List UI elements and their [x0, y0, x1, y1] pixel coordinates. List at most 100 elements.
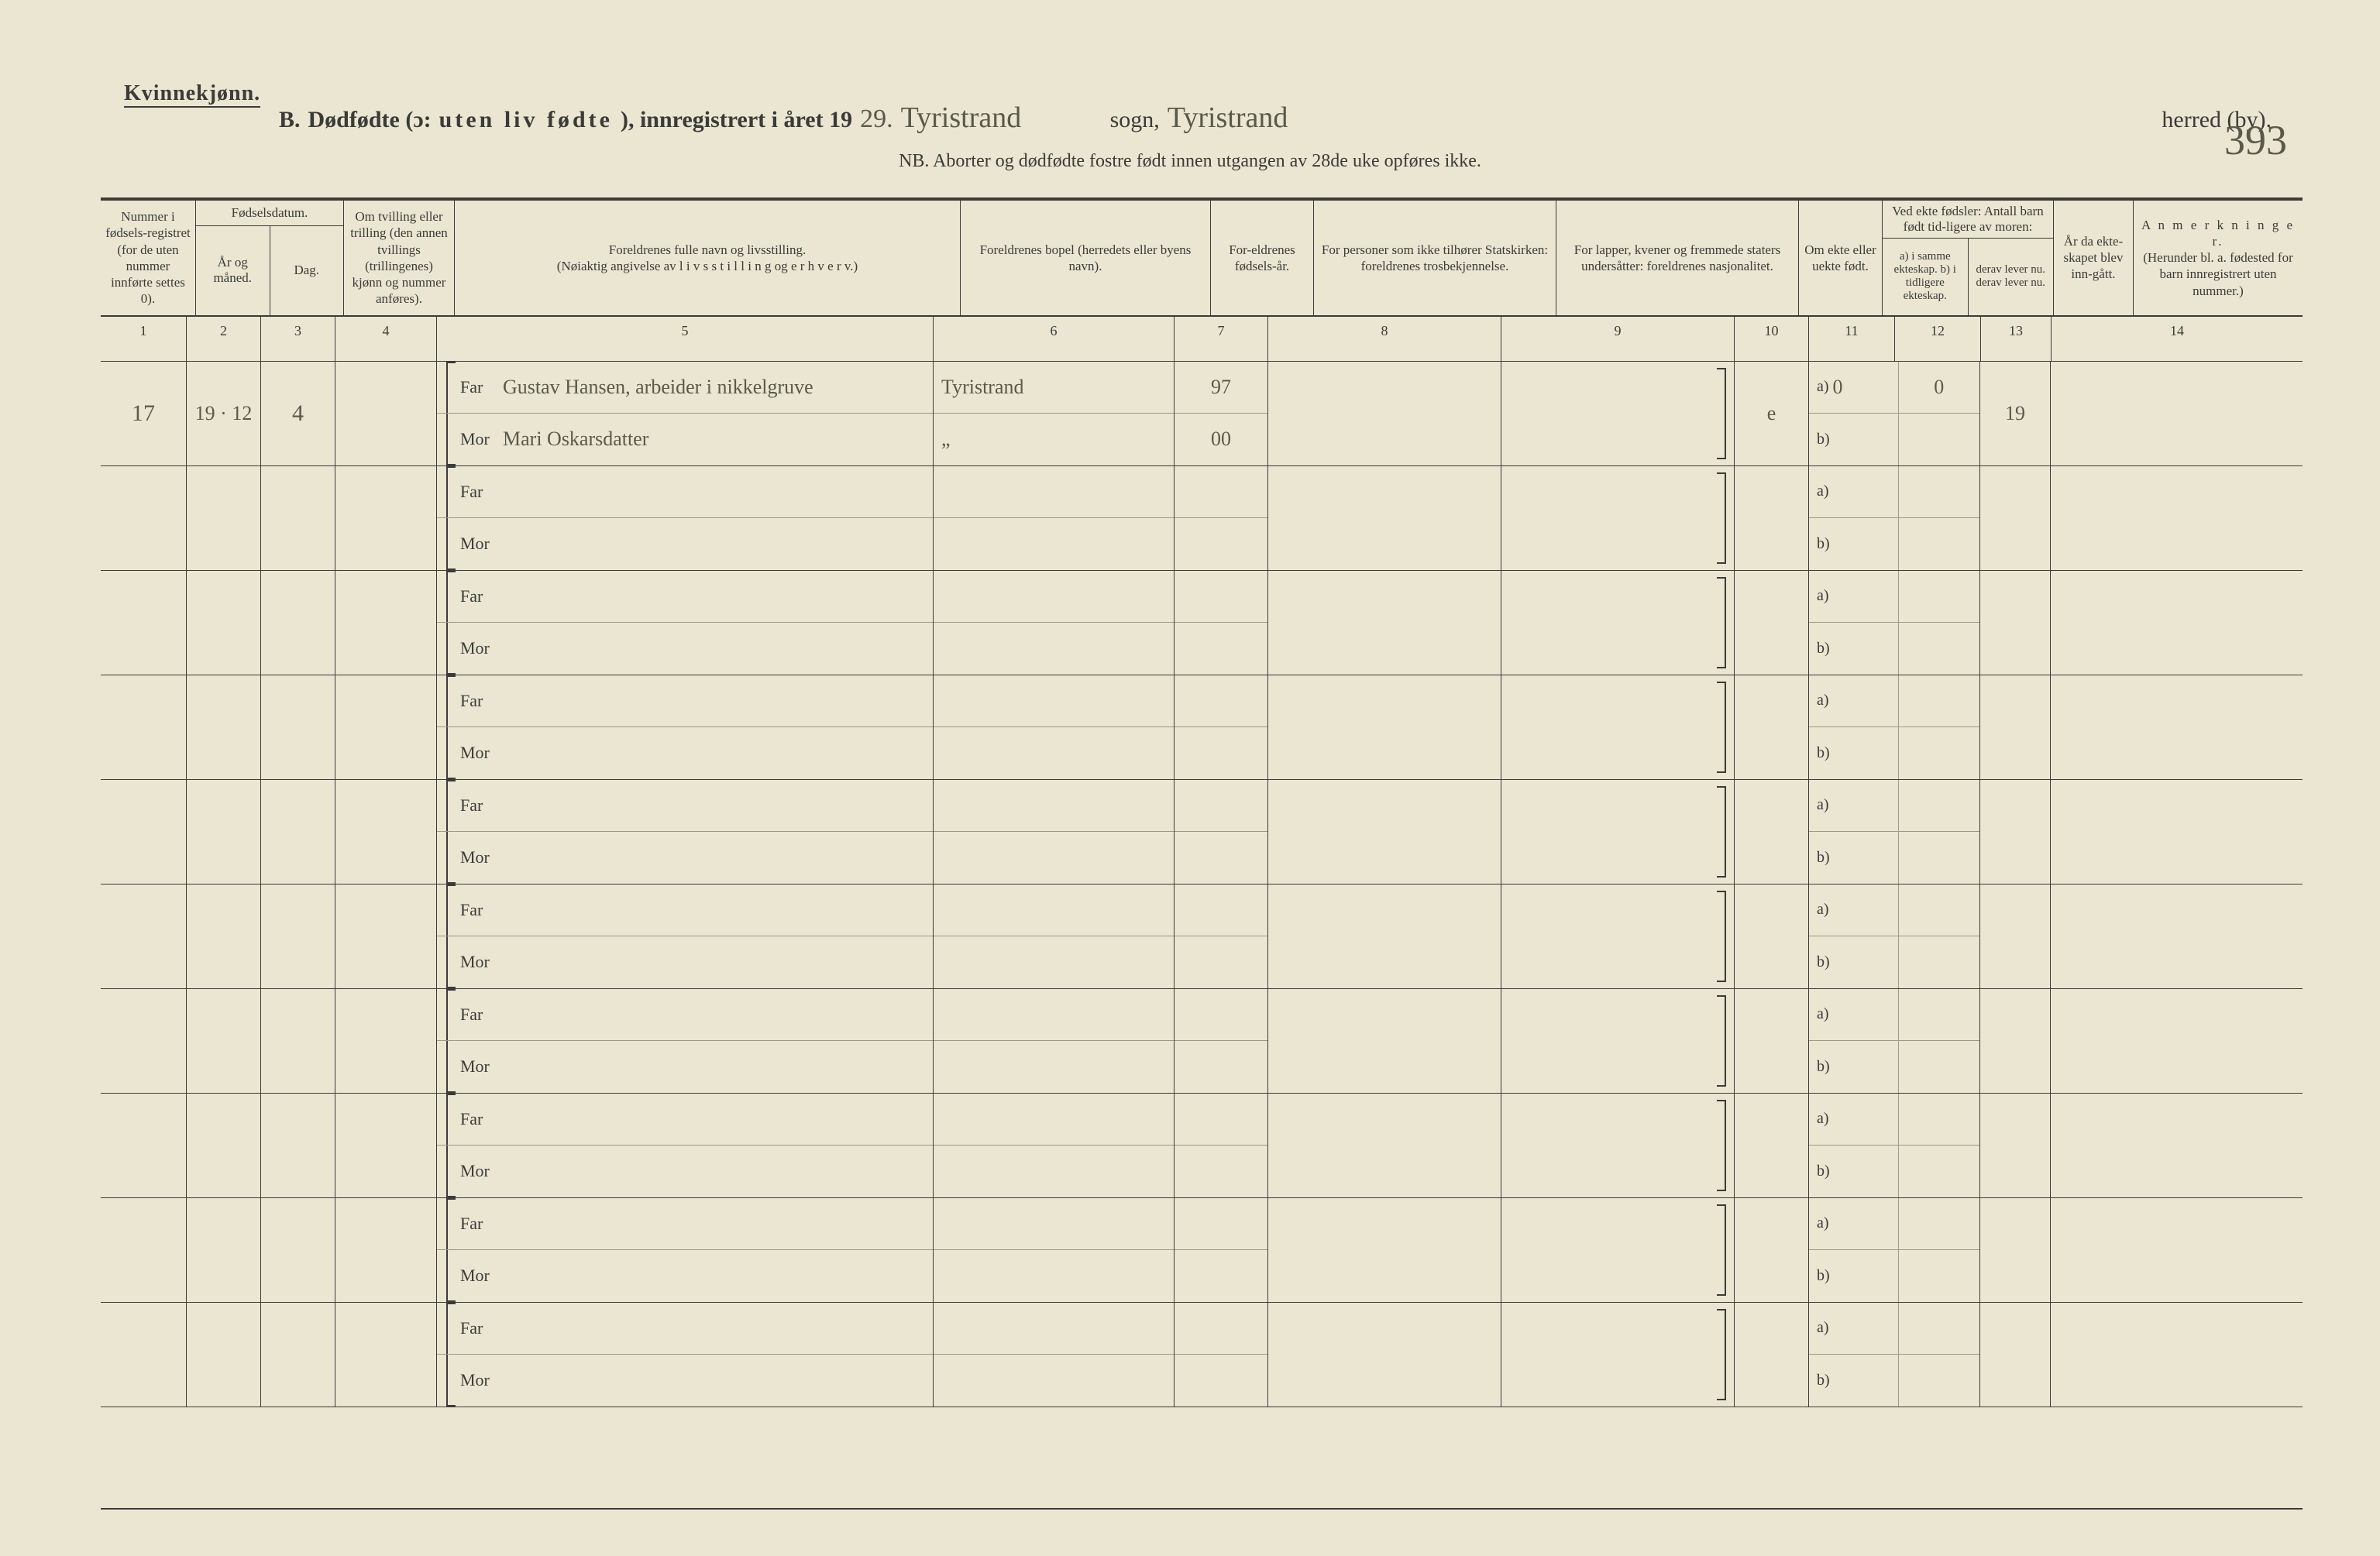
th-col-4: Om tvilling eller trilling (den annen tv…: [344, 201, 455, 315]
th-col-5: Foreldrenes fulle navn og livsstilling. …: [455, 201, 961, 315]
colnum-1: 1: [101, 317, 187, 361]
column-number-row: 1 2 3 4 5 6 7 8 9 10 11 12 13 14: [101, 317, 2303, 362]
table-row: Far Mor a) b): [101, 884, 2303, 989]
colnum-6: 6: [934, 317, 1175, 361]
title-main1: Dødfødte (ɔ:: [308, 107, 432, 133]
mor-label: Mor: [460, 1266, 503, 1286]
table-header: Nummer i fødsels-registret (for de uten …: [101, 201, 2303, 317]
colnum-10: 10: [1735, 317, 1809, 361]
register-page: Kvinnekjønn. B. Dødfødte (ɔ: uten liv fø…: [0, 0, 2380, 1556]
cell-c2a: 19 · 12: [195, 402, 253, 425]
th-col-14b: (Herunder bl. a. fødested for barn innre…: [2138, 249, 2298, 299]
far-label: Far: [460, 586, 503, 606]
col9-bracket: [1717, 682, 1726, 773]
cell-c10: e: [1767, 402, 1776, 425]
col9-bracket: [1717, 1309, 1726, 1400]
far-label: Far: [460, 482, 503, 502]
cell-c12: 0: [1934, 376, 1944, 399]
rows-container: 17 19 · 12 4 FarGustav Hansen, arbeider …: [101, 362, 2303, 1407]
label-a: a): [1817, 1214, 1829, 1232]
far-label: Far: [460, 691, 503, 711]
colnum-3: 3: [261, 317, 335, 361]
mor-label: Mor: [460, 1056, 503, 1077]
table-row: Far Mor a) b): [101, 1303, 2303, 1407]
title-main2: ), innregistrert i året 19: [621, 107, 852, 133]
colnum-8: 8: [1268, 317, 1501, 361]
col9-bracket: [1717, 1204, 1726, 1296]
table-row: 17 19 · 12 4 FarGustav Hansen, arbeider …: [101, 362, 2303, 466]
colnum-12: 12: [1895, 317, 1981, 361]
cell-c13: 19: [2005, 402, 2025, 425]
th-col-2-group: Fødselsdatum. År og måned. Dag.: [196, 201, 344, 315]
mor-label: Mor: [460, 743, 503, 763]
col9-bracket: [1717, 1100, 1726, 1191]
th-col-10: Om ekte eller uekte født.: [1799, 201, 1883, 315]
cell-far-year: 97: [1211, 376, 1231, 399]
table-row: Far Mor a) b): [101, 1094, 2303, 1198]
sogn-label: sogn,: [1110, 107, 1160, 133]
colnum-11: 11: [1809, 317, 1895, 361]
herred-value: Tyristrand: [1168, 101, 1369, 135]
colnum-5: 5: [437, 317, 934, 361]
label-b: b): [1817, 431, 1830, 448]
nb-note: NB. Aborter og dødfødte fostre født inne…: [0, 151, 2380, 172]
table-row: Far Mor a) b): [101, 1198, 2303, 1303]
mor-label: Mor: [460, 1161, 503, 1181]
cell-c11a: 0: [1833, 376, 1843, 399]
label-b: b): [1817, 1163, 1830, 1180]
cell-c2b: 4: [292, 400, 304, 427]
far-label: Far: [460, 1109, 503, 1129]
label-b: b): [1817, 640, 1830, 658]
mor-label: Mor: [460, 638, 503, 658]
label-a: a): [1817, 901, 1829, 919]
th-col-2-top: Fødselsdatum.: [196, 201, 343, 226]
label-a: a): [1817, 1110, 1829, 1128]
gender-label: Kvinnekjønn.: [124, 81, 260, 108]
label-a: a): [1817, 1005, 1829, 1023]
th-col-11a: a) i samme ekteskap. b) i tidligere ekte…: [1883, 239, 1969, 315]
cell-mor-year: 00: [1211, 428, 1231, 451]
title-spaced: uten liv fødte: [439, 107, 613, 133]
th-col-1: Nummer i fødsels-registret (for de uten …: [101, 201, 196, 315]
colnum-4: 4: [335, 317, 437, 361]
mor-label: Mor: [460, 429, 503, 449]
cell-far-bopel: Tyristrand: [941, 376, 1024, 399]
label-b: b): [1817, 849, 1830, 867]
colnum-9: 9: [1501, 317, 1735, 361]
register-table: Nummer i fødsels-registret (for de uten …: [101, 198, 2303, 1510]
col9-bracket: [1717, 472, 1726, 564]
th-col-11b: derav lever nu. derav lever nu.: [1969, 239, 2054, 315]
label-b: b): [1817, 953, 1830, 971]
cell-mor-bopel: „: [941, 428, 951, 451]
th-col-7: For-eldrenes fødsels-år.: [1211, 201, 1314, 315]
label-a: a): [1817, 1319, 1829, 1337]
far-label: Far: [460, 377, 503, 397]
th-col-14: A n m e r k n i n g e r. (Herunder bl. a…: [2134, 201, 2303, 315]
th-col-9: For lapper, kvener og fremmede staters u…: [1556, 201, 1799, 315]
cell-c1: 17: [132, 400, 155, 427]
th-col-2a: År og måned.: [196, 226, 270, 315]
label-b: b): [1817, 1372, 1830, 1389]
title-line: B. Dødfødte (ɔ: uten liv fødte ), innreg…: [279, 101, 2272, 135]
table-row: Far Mor a) b): [101, 675, 2303, 780]
th-col-14a: A n m e r k n i n g e r.: [2138, 217, 2298, 250]
label-a: a): [1817, 378, 1829, 396]
th-col-8: For personer som ikke tilhører Statskirk…: [1314, 201, 1556, 315]
title-prefix-b: B.: [279, 107, 301, 133]
th-col-2b: Dag.: [270, 226, 344, 315]
col9-bracket: [1717, 891, 1726, 982]
sogn-value: Tyristrand: [901, 101, 1102, 135]
th-col-11-top: Ved ekte fødsler: Antall barn født tid-l…: [1883, 201, 2053, 239]
th-col-6: Foreldrenes bopel (herredets eller byens…: [961, 201, 1211, 315]
colnum-7: 7: [1175, 317, 1268, 361]
far-label: Far: [460, 795, 503, 816]
label-b: b): [1817, 744, 1830, 762]
th-col-5a: Foreldrenes fulle navn og livsstilling.: [459, 242, 955, 258]
label-a: a): [1817, 483, 1829, 500]
colnum-14: 14: [2052, 317, 2303, 361]
cell-far-name: Gustav Hansen, arbeider i nikkelgruve: [503, 376, 813, 399]
label-b: b): [1817, 1267, 1830, 1285]
col9-bracket: [1717, 786, 1726, 878]
colnum-13: 13: [1981, 317, 2052, 361]
year-suffix: 29.: [860, 105, 893, 134]
